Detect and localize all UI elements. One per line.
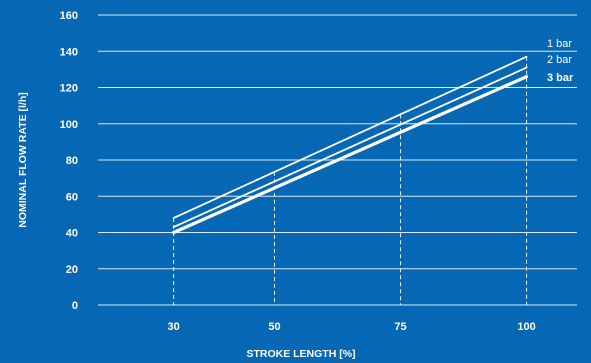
series-line [172, 75, 529, 235]
legend-label: 2 bar [547, 54, 572, 66]
series-lines [172, 55, 529, 235]
y-tick-label: 0 [72, 300, 78, 312]
x-tick-label: 100 [517, 321, 535, 333]
legend-label: 1 bar [547, 38, 572, 50]
series-line [172, 66, 528, 228]
legend-label: 3 bar [547, 72, 574, 84]
legend: 1 bar 2 bar 3 bar [547, 38, 574, 84]
x-tick-labels: 30 50 75 100 [168, 321, 536, 333]
y-tick-label: 80 [66, 155, 78, 167]
y-tick-label: 40 [66, 228, 78, 240]
series-line [172, 55, 528, 219]
y-tick-label: 60 [66, 191, 78, 203]
y-tick-label: 20 [66, 264, 78, 276]
y-tick-label: 100 [60, 119, 78, 131]
x-axis-label: STROKE LENGTH [%] [246, 348, 355, 360]
x-tick-label: 75 [394, 321, 406, 333]
x-tick-label: 30 [168, 321, 180, 333]
y-tick-label: 160 [60, 10, 78, 22]
x-tick-label: 50 [268, 321, 280, 333]
y-tick-label: 120 [60, 83, 78, 95]
y-axis-label: NOMINAL FLOW RATE [l/h] [17, 92, 29, 228]
y-tick-labels: 0 20 40 60 80 100 120 140 160 [60, 10, 78, 312]
y-tick-label: 140 [60, 46, 78, 58]
